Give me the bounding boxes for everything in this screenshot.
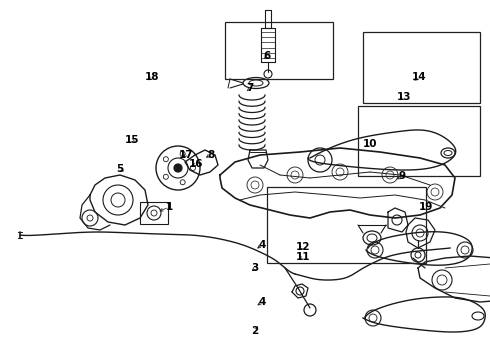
Bar: [358, 106, 480, 176]
Text: 1: 1: [166, 202, 172, 212]
Circle shape: [415, 252, 421, 258]
Circle shape: [174, 164, 182, 172]
Text: 3: 3: [251, 263, 258, 273]
Text: 14: 14: [412, 72, 426, 82]
Text: 5: 5: [117, 164, 123, 174]
Text: 18: 18: [145, 72, 159, 82]
Text: 8: 8: [207, 150, 214, 160]
Bar: [225, 22, 333, 79]
Text: 16: 16: [189, 159, 203, 169]
Text: 6: 6: [264, 51, 270, 61]
Text: 11: 11: [295, 252, 310, 262]
Text: 9: 9: [398, 171, 405, 181]
Text: 13: 13: [397, 92, 412, 102]
Text: 12: 12: [295, 242, 310, 252]
Text: 10: 10: [363, 139, 377, 149]
Text: 19: 19: [419, 202, 434, 212]
Text: 4: 4: [258, 240, 266, 250]
Bar: [267, 187, 426, 263]
Bar: [363, 32, 480, 103]
Text: 17: 17: [179, 150, 194, 160]
Text: 7: 7: [246, 83, 254, 93]
Text: 15: 15: [125, 135, 140, 145]
Text: 4: 4: [258, 297, 266, 307]
Text: 2: 2: [251, 326, 258, 336]
Bar: [140, 202, 168, 224]
